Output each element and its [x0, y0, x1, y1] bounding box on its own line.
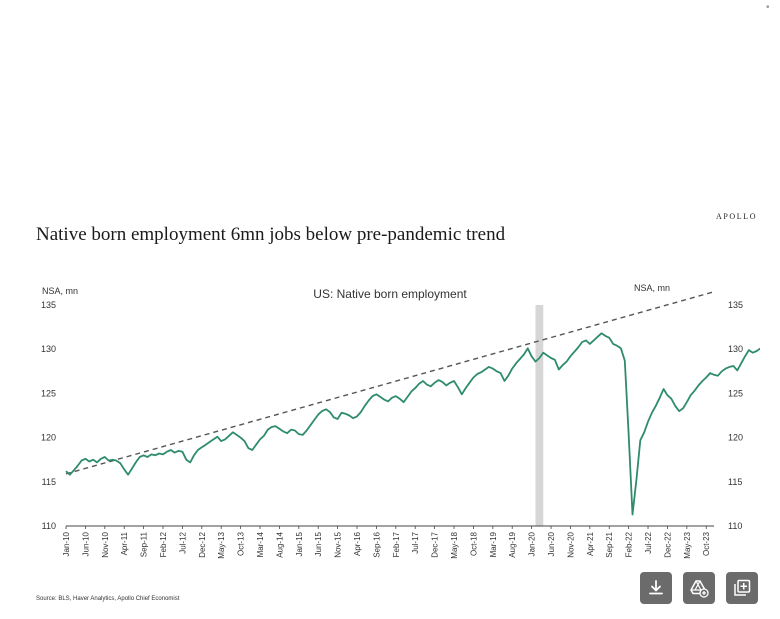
- x-tick-label: May-18: [450, 531, 459, 558]
- source-note: Source: BLS, Haver Analytics, Apollo Chi…: [36, 596, 180, 602]
- y-tick-label-left: 115: [42, 477, 56, 487]
- y-tick-label-left: 135: [41, 300, 56, 310]
- chart-title: US: Native born employment: [313, 287, 467, 301]
- x-tick-label: Jun-15: [314, 531, 323, 556]
- image-toolbar: [640, 572, 758, 604]
- recession-band: [535, 305, 544, 526]
- x-tick-label: Aug-14: [275, 531, 284, 557]
- brand-logo: APOLLO: [716, 212, 758, 221]
- y-tick-label-right: 115: [728, 477, 742, 487]
- x-tick-label: Nov-10: [101, 531, 110, 557]
- x-tick-label: Dec-17: [431, 531, 440, 557]
- y-tick-label-right: 120: [728, 433, 743, 443]
- y-axis-label-left: NSA, mn: [42, 286, 78, 296]
- y-tick-label-left: 130: [41, 344, 56, 354]
- x-tick-label: Jan-10: [62, 531, 71, 556]
- x-tick-label: Apr-21: [586, 531, 595, 556]
- x-tick-label: May-23: [683, 531, 692, 558]
- download-icon: [647, 579, 665, 597]
- x-tick-label: Feb-22: [625, 531, 634, 557]
- x-tick-label: Jul-22: [644, 531, 653, 553]
- x-tick-label: Jul-12: [178, 531, 187, 553]
- x-axis: Jan-10 Jun-10 Nov-10 Apr-11 Sep-11 Feb-12 Jul-…: [62, 525, 714, 559]
- x-tick-label: Dec-12: [198, 531, 207, 557]
- add-to-drive-icon: [689, 578, 709, 598]
- x-tick-label: May-13: [217, 531, 226, 558]
- x-tick-label: Mar-19: [489, 531, 498, 557]
- x-tick-label: Mar-14: [256, 531, 265, 557]
- x-tick-label: Oct-13: [237, 531, 246, 556]
- x-tick-label: Nov-20: [566, 531, 575, 557]
- x-tick-label: Jan-20: [528, 531, 537, 556]
- x-tick-label: Aug-19: [508, 531, 517, 557]
- y-tick-label-right: 135: [728, 300, 743, 310]
- trend-line: [65, 291, 715, 475]
- y-tick-label-left: 125: [41, 388, 56, 398]
- window-dot: •: [766, 2, 770, 13]
- add-to-collection-button[interactable]: [726, 572, 758, 604]
- x-tick-label: Nov-15: [334, 531, 343, 557]
- download-button[interactable]: [640, 572, 672, 604]
- add-to-drive-button[interactable]: [683, 572, 715, 604]
- x-tick-label: Jan-15: [295, 531, 304, 556]
- x-tick-label: Sep-21: [605, 531, 614, 557]
- add-to-collection-icon: [732, 578, 752, 598]
- x-tick-label: Sep-11: [140, 531, 149, 557]
- shaded-period: [535, 305, 544, 526]
- x-tick-label: Jun-10: [81, 531, 90, 556]
- x-tick-label: Dec-22: [663, 531, 672, 557]
- y-tick-label-left: 110: [42, 521, 56, 531]
- y-axis-label-right: NSA, mn: [634, 283, 670, 293]
- series-layer: [65, 332, 760, 516]
- x-tick-label: Jul-17: [411, 531, 420, 553]
- y-tick-label-right: 125: [728, 388, 743, 398]
- x-tick-label: Feb-12: [159, 531, 168, 557]
- x-tick-label: Apr-16: [353, 531, 362, 556]
- x-tick-label: Jun-20: [547, 531, 556, 556]
- y-axis-right: 110 115 120 125 130 135: [728, 300, 743, 531]
- x-tick-label: Apr-11: [120, 531, 129, 555]
- x-tick-label: Oct-23: [702, 531, 711, 556]
- y-tick-label-right: 130: [728, 344, 743, 354]
- page-title: Native born employment 6mn jobs below pr…: [36, 224, 506, 245]
- line-chart: US: Native born employment NSA, mn NSA, …: [41, 283, 760, 559]
- trend-line-layer: [65, 291, 715, 475]
- y-axis-left: 110 115 120 125 130 135: [41, 300, 56, 531]
- y-tick-label-left: 120: [41, 433, 56, 443]
- x-tick-label: Feb-17: [392, 531, 401, 557]
- x-tick-label: Sep-16: [372, 531, 381, 557]
- y-tick-label-right: 110: [728, 521, 742, 531]
- x-tick-label: Oct-18: [469, 531, 478, 556]
- native-born-employment-line: [65, 332, 760, 516]
